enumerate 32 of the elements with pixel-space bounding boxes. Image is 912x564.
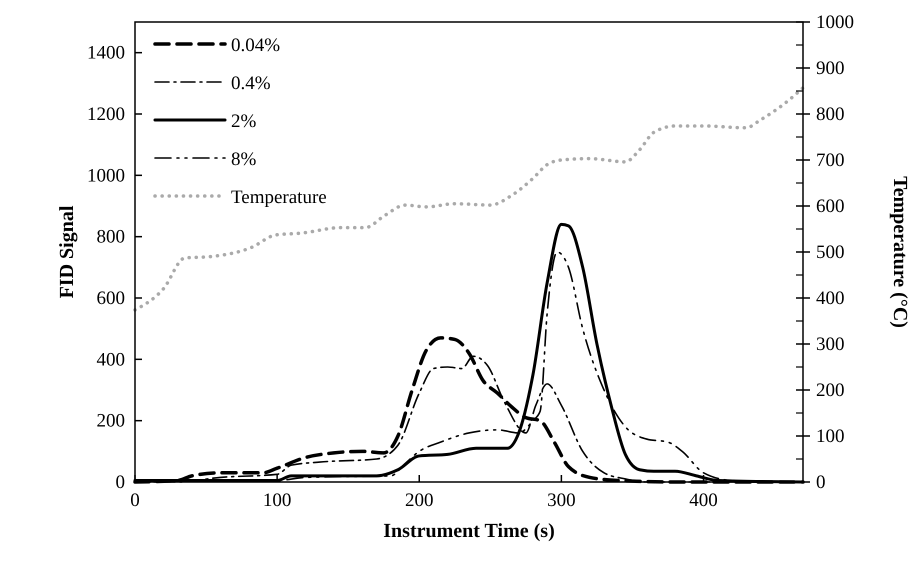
- y2-tick-label: 400: [816, 288, 844, 309]
- y2-tick-label: 1000: [816, 12, 854, 33]
- y-tick-label: 1000: [87, 165, 125, 186]
- y2-axis-title: Temperature (°C): [889, 176, 911, 328]
- y2-tick-label: 0: [816, 472, 826, 493]
- legend-label: 8%: [231, 149, 256, 170]
- y2-tick-label: 300: [816, 334, 844, 355]
- y-tick-label: 1200: [87, 104, 125, 125]
- x-tick-label: 400: [689, 490, 718, 511]
- y2-tick-label: 500: [816, 242, 844, 263]
- y-tick-label: 800: [96, 226, 125, 248]
- legend-label: Temperature: [231, 187, 327, 208]
- x-tick-label: 300: [547, 490, 576, 511]
- legend-label: 0.04%: [231, 35, 280, 56]
- y-tick-label: 1400: [87, 42, 125, 64]
- y2-tick-label: 700: [816, 150, 844, 171]
- y-tick-label: 200: [96, 410, 125, 432]
- y-tick-label: 400: [96, 349, 125, 370]
- x-axis-title: Instrument Time (s): [383, 520, 555, 542]
- x-tick-label: 0: [130, 490, 140, 511]
- legend-label: 2%: [231, 111, 256, 132]
- y2-tick-label: 200: [816, 380, 844, 401]
- y-tick-label: 600: [96, 288, 125, 309]
- legend-label: 0.4%: [231, 73, 271, 94]
- y2-tick-label: 600: [816, 196, 844, 217]
- y2-tick-label: 800: [816, 104, 844, 125]
- x-tick-label: 100: [262, 490, 292, 511]
- y2-tick-label: 900: [816, 58, 844, 79]
- y2-tick-label: 100: [816, 426, 844, 447]
- y-axis-title: FID Signal: [56, 205, 78, 298]
- y-tick-label: 0: [116, 472, 125, 493]
- x-tick-label: 200: [405, 490, 434, 511]
